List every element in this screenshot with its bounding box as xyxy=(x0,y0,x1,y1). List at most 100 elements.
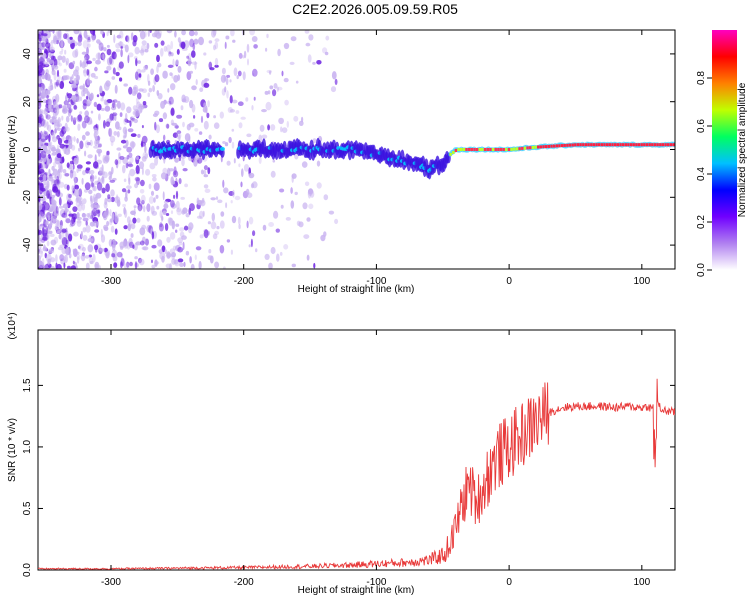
spectrogram-noise-cell xyxy=(42,246,48,252)
spectrogram-noise-cell xyxy=(40,91,46,100)
spectrogram-line-cell xyxy=(645,143,649,147)
spectrogram-noise-cell xyxy=(56,179,61,186)
spectrogram-noise-cell xyxy=(151,210,158,216)
spectrogram-noise-cell xyxy=(72,60,76,65)
spectrogram-noise-cell xyxy=(85,167,91,171)
spectrogram-noise-cell xyxy=(122,203,126,208)
spectrogram-noise-cell xyxy=(138,73,142,78)
spectrogram-line-cell xyxy=(600,143,604,147)
spectrogram-noise-cell xyxy=(322,47,328,54)
spectrogram-noise-cell xyxy=(61,237,68,246)
spectrogram-noise-cell xyxy=(48,108,54,112)
spectrogram-noise-cell xyxy=(156,54,160,63)
spectrogram-noise-cell xyxy=(139,189,145,194)
spectrogram-line-cell xyxy=(661,143,665,147)
spectrogram-line-cell xyxy=(465,148,468,151)
spectrogram-noise-cell xyxy=(160,47,164,57)
spectrogram-noise-cell xyxy=(75,201,82,207)
spectrogram-noise-cell xyxy=(65,94,68,102)
spectrogram-noise-cell xyxy=(265,101,272,111)
spectrogram-noise-cell xyxy=(66,184,70,191)
spectrogram-noise-cell xyxy=(38,114,44,122)
spectrogram-noise-cell xyxy=(44,73,50,80)
spectrogram-noise-cell xyxy=(279,188,285,193)
spectrogram-noise-cell xyxy=(219,111,224,119)
spectrogram-noise-cell xyxy=(273,83,278,89)
spectrogram-noise-cell xyxy=(128,219,133,227)
spectrogram-noise-cell xyxy=(290,200,295,209)
spectrogram-noise-cell xyxy=(154,261,160,265)
spectrogram-noise-cell xyxy=(38,202,43,211)
spectrogram-noise-cell xyxy=(139,30,146,40)
spectrogram-noise-cell xyxy=(190,263,195,269)
spectrogram-line-cell xyxy=(616,143,619,147)
spectrogram-noise-cell xyxy=(181,30,186,36)
spectrogram-noise-cell xyxy=(130,233,134,238)
spectrogram-noise-cell xyxy=(58,197,62,206)
spectrogram-noise-cell xyxy=(83,68,88,77)
spectrogram-noise-cell xyxy=(296,220,301,226)
spectrogram-noise-cell xyxy=(76,219,82,227)
spectrogram-noise-cell xyxy=(79,96,83,102)
spectrogram-noise-cell xyxy=(120,253,124,260)
spectrogram-noise-cell xyxy=(180,41,186,50)
snr-x-tick-label: -100 xyxy=(366,577,386,588)
spectrogram-noise-cell xyxy=(176,208,182,213)
spectrogram-noise-cell xyxy=(68,213,74,217)
spectrogram-noise-cell xyxy=(38,49,41,55)
spectrogram-noise-cell xyxy=(200,115,204,123)
spectrogram-noise-cell xyxy=(141,246,147,251)
spectrogram-noise-cell xyxy=(68,108,72,114)
snr-x-axis-title: Height of straight line (km) xyxy=(298,585,415,596)
spectrogram-line-cell xyxy=(667,143,670,147)
spectrogram-y-tick-label: -20 xyxy=(22,190,33,205)
spectrogram-noise-cell xyxy=(160,214,163,223)
spectrogram-noise-cell xyxy=(51,179,57,184)
spectrogram-noise-cell xyxy=(79,140,84,150)
spectrogram-noise-cell xyxy=(105,121,111,127)
spectrogram-noise-cell xyxy=(82,217,89,222)
spectrogram-noise-cell xyxy=(161,216,164,221)
spectrogram-noise-cell xyxy=(123,83,128,87)
spectrogram-noise-cell xyxy=(60,258,65,265)
spectrogram-noise-cell xyxy=(248,216,254,225)
spectrogram-noise-cell xyxy=(139,103,143,113)
spectrogram-noise-cell xyxy=(125,162,129,169)
spectrogram-noise-cell xyxy=(39,58,45,63)
spectrogram-line-cell xyxy=(481,148,484,151)
spectrogram-noise-cell xyxy=(105,251,110,259)
spectrogram-noise-cell xyxy=(81,202,86,211)
spectrogram-noise-cell xyxy=(276,86,279,92)
spectrogram-noise-cell xyxy=(154,42,159,48)
spectrogram-noise-cell xyxy=(141,40,147,46)
spectrogram-noise-cell xyxy=(214,64,219,68)
spectrogram-noise-cell xyxy=(95,192,102,199)
spectrogram-noise-cell xyxy=(201,197,205,204)
spectrogram-noise-cell xyxy=(162,210,167,215)
spectrogram-noise-cell xyxy=(171,180,175,185)
spectrogram-noise-cell xyxy=(140,44,147,52)
spectrogram-noise-cell xyxy=(100,234,106,243)
spectrogram-noise-cell xyxy=(170,107,175,116)
spectrogram-noise-cell xyxy=(272,89,277,97)
spectrogram-noise-cell xyxy=(118,41,124,47)
spectrogram-line-cell xyxy=(558,144,561,148)
spectrogram-noise-cell xyxy=(63,146,67,155)
spectrogram-noise-cell xyxy=(86,59,89,65)
snr-y-tick-label: 0.5 xyxy=(22,501,33,515)
spectrogram-noise-cell xyxy=(278,117,284,125)
spectrogram-noise-cell xyxy=(132,105,138,111)
spectrogram-noise-cell xyxy=(82,83,86,92)
spectrogram-noise-cell xyxy=(223,75,226,82)
spectrogram-noise-cell xyxy=(95,209,100,214)
spectrogram-noise-cell xyxy=(38,162,42,169)
spectrogram-noise-cell xyxy=(67,265,71,269)
spectrogram-noise-cell xyxy=(79,60,82,68)
spectrogram-noise-cell xyxy=(69,219,76,227)
spectrogram-line-cell xyxy=(505,148,508,151)
spectrogram-noise-cell xyxy=(156,205,160,210)
spectrogram-noise-cell xyxy=(129,156,134,164)
colorbar-ticks: 0.0 0.2 0.4 0.6 0.8 xyxy=(696,71,712,277)
snr-marks xyxy=(38,378,675,570)
